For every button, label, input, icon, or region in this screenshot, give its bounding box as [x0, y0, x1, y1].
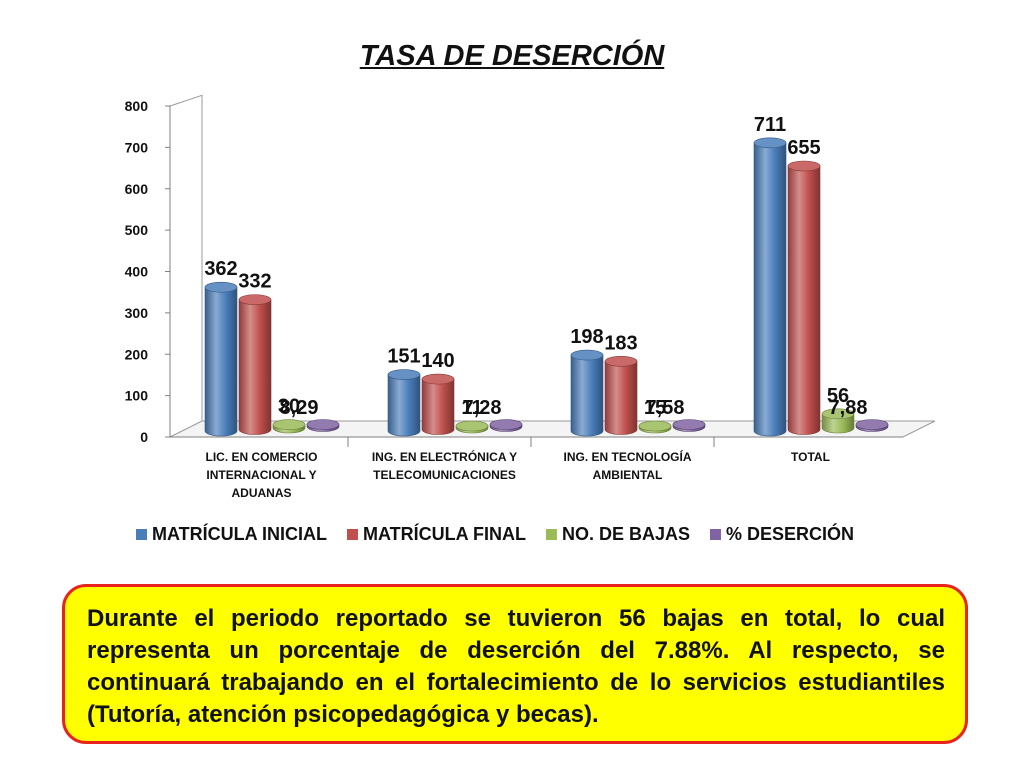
- x-category-label: INTERNACIONAL Y: [206, 468, 316, 482]
- y-tick-label: 700: [125, 139, 149, 155]
- legend-label: % DESERCIÓN: [726, 523, 854, 544]
- data-label: 15: [644, 397, 666, 419]
- bar-top: [787, 160, 821, 172]
- bar-top: [604, 355, 638, 367]
- data-label: 655: [787, 137, 820, 159]
- y-tick-label: 0: [140, 429, 148, 445]
- x-category-label: AMBIENTAL: [593, 468, 663, 482]
- x-category-label: TELECOMUNICACIONES: [373, 468, 516, 482]
- bar-body: [787, 165, 821, 435]
- data-label: 30: [278, 396, 300, 418]
- bar-top: [204, 281, 238, 293]
- bar-top: [489, 419, 523, 430]
- y-tick-label: 500: [125, 222, 149, 238]
- data-label: 711: [754, 114, 786, 136]
- data-label: 7,58: [646, 397, 685, 419]
- data-label: 362: [204, 258, 237, 280]
- bar-top: [821, 408, 855, 420]
- data-label: 11: [461, 397, 482, 419]
- bar-top: [421, 373, 455, 385]
- bar-top: [306, 419, 340, 430]
- legend-swatch: [545, 529, 557, 540]
- x-category-label: TOTAL: [791, 450, 830, 464]
- chart-title: TASA DE DESERCIÓN: [359, 40, 665, 72]
- summary-note-text: Durante el periodo reportado se tuvieron…: [87, 605, 945, 728]
- data-label: 183: [604, 332, 637, 354]
- data-label: 7,88: [829, 397, 868, 419]
- bar-body: [604, 360, 638, 435]
- bar-top: [455, 420, 489, 432]
- bar-top: [672, 419, 706, 430]
- x-category-label: ING. EN TECNOLOGÍA: [563, 449, 691, 464]
- summary-note-box: Durante el periodo reportado se tuvieron…: [62, 584, 968, 744]
- bar-body: [821, 413, 855, 434]
- data-label: 198: [570, 326, 603, 348]
- data-label: 140: [421, 350, 454, 372]
- legend-swatch: [346, 529, 358, 540]
- bar-top: [638, 420, 672, 432]
- chart-side-wall: [169, 94, 203, 438]
- bar-top: [238, 294, 272, 305]
- bar-top: [272, 419, 306, 430]
- bar-chart: 0 100 200 300 400 500 600 700 800 LIC. EN COMERCI…: [125, 94, 936, 544]
- bar-body: [238, 299, 272, 435]
- x-category-label: ADUANAS: [232, 486, 292, 500]
- data-label: 332: [238, 271, 271, 293]
- data-label: 8,29: [280, 397, 319, 419]
- data-label: 56: [827, 385, 849, 407]
- bar-body: [204, 286, 238, 437]
- legend-label: MATRÍCULA FINAL: [363, 523, 526, 544]
- legend-swatch: [136, 529, 147, 540]
- bar-top: [387, 369, 421, 380]
- legend-label: MATRÍCULA INICIAL: [152, 523, 327, 544]
- y-tick-label: 200: [125, 346, 149, 362]
- bar-top: [570, 349, 604, 361]
- y-tick-label: 800: [125, 98, 149, 114]
- bar-body: [387, 374, 421, 437]
- y-tick-label: 100: [125, 388, 149, 404]
- bar-top: [753, 137, 787, 149]
- x-category-label: ING. EN ELECTRÓNICA Y: [372, 449, 517, 464]
- y-tick-label: 400: [125, 264, 149, 280]
- y-tick-label: 600: [125, 181, 149, 197]
- bar-body: [421, 378, 455, 435]
- bar-body: [753, 142, 787, 437]
- bar-top: [855, 419, 889, 430]
- bar-body: [570, 354, 604, 437]
- y-tick-label: 300: [125, 305, 149, 321]
- x-category-label: LIC. EN COMERCIO: [205, 450, 317, 464]
- data-label: 7,28: [463, 397, 502, 419]
- data-label: 151: [387, 346, 420, 368]
- legend-label: NO. DE BAJAS: [562, 524, 690, 544]
- legend-swatch: [709, 529, 721, 540]
